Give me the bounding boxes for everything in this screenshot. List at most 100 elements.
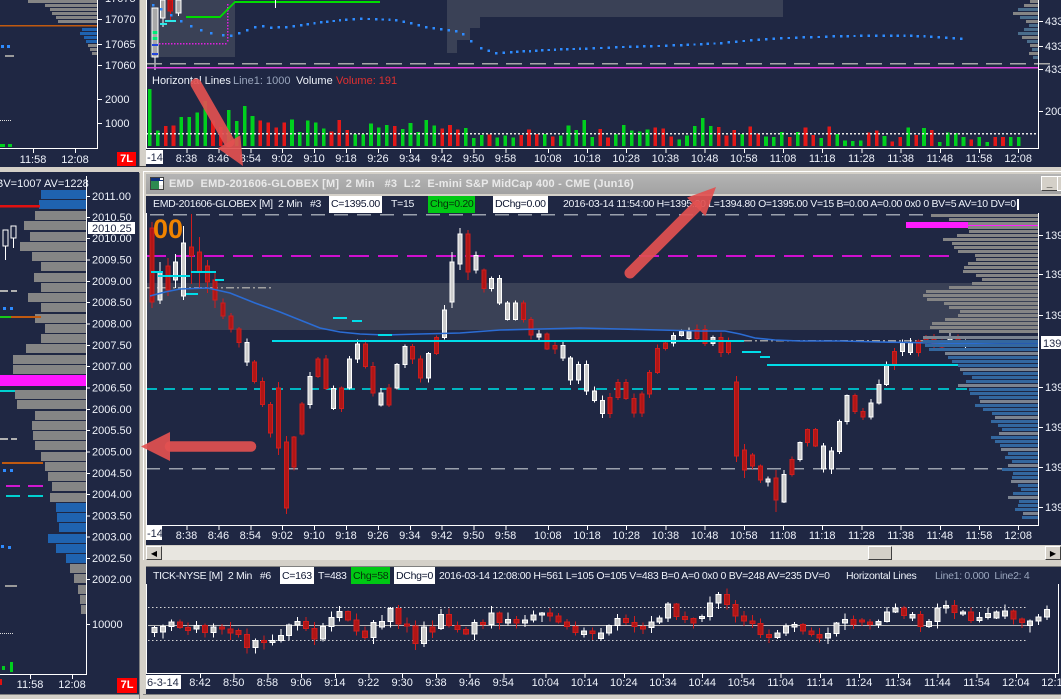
svg-text:2000: 2000 (1045, 106, 1061, 118)
svg-text:11:54: 11:54 (963, 677, 990, 689)
svg-text:9:34: 9:34 (399, 530, 420, 542)
svg-text:11:38: 11:38 (887, 153, 914, 165)
svg-text:12:08: 12:08 (61, 154, 89, 166)
svg-text:9:06: 9:06 (290, 677, 311, 689)
svg-text:11:48: 11:48 (926, 530, 953, 542)
svg-text:11:18: 11:18 (809, 530, 836, 542)
svg-text:1395.0: 1395.0 (1045, 310, 1061, 322)
svg-text:10:08: 10:08 (534, 153, 562, 165)
svg-text:11:58: 11:58 (17, 679, 44, 691)
svg-text:2006.00: 2006.00 (92, 404, 132, 416)
svg-text:9:46: 9:46 (459, 677, 480, 689)
svg-text:2007.00: 2007.00 (92, 361, 132, 373)
svg-text:8:46: 8:46 (208, 530, 229, 542)
svg-text:10:28: 10:28 (612, 530, 640, 542)
svg-text:9:34: 9:34 (399, 153, 420, 165)
svg-text:10:48: 10:48 (691, 153, 719, 165)
svg-text:2002.50: 2002.50 (92, 553, 132, 565)
svg-text:11:58: 11:58 (20, 154, 47, 166)
svg-text:17070: 17070 (105, 14, 136, 26)
svg-text:12:08: 12:08 (1004, 153, 1032, 165)
svg-text:8:58: 8:58 (257, 677, 278, 689)
svg-text:10:38: 10:38 (652, 530, 680, 542)
svg-text:11:24: 11:24 (846, 677, 873, 689)
svg-text:10:18: 10:18 (573, 530, 601, 542)
svg-text:2010.50: 2010.50 (92, 212, 132, 224)
svg-text:11:58: 11:58 (966, 153, 993, 165)
svg-text:1395.0: 1395.0 (1045, 422, 1061, 434)
svg-text:11:14: 11:14 (806, 677, 833, 689)
svg-text:9:02: 9:02 (271, 153, 292, 165)
svg-text:9:26: 9:26 (367, 153, 388, 165)
svg-text:2009.50: 2009.50 (92, 255, 132, 267)
svg-text:9:38: 9:38 (425, 677, 446, 689)
svg-text:10:38: 10:38 (652, 153, 680, 165)
svg-text:9:14: 9:14 (324, 677, 345, 689)
svg-text:10:44: 10:44 (688, 677, 716, 689)
svg-text:8:50: 8:50 (223, 677, 244, 689)
svg-text:12:14: 12:14 (1041, 677, 1061, 689)
svg-text:10:34: 10:34 (649, 677, 677, 689)
svg-text:2005.50: 2005.50 (92, 425, 132, 437)
svg-text:2003.00: 2003.00 (92, 532, 132, 544)
svg-text:9:58: 9:58 (495, 530, 516, 542)
svg-text:2008.50: 2008.50 (92, 297, 132, 309)
svg-text:9:10: 9:10 (303, 530, 324, 542)
svg-text:11:34: 11:34 (885, 677, 912, 689)
svg-text:2000: 2000 (105, 94, 129, 106)
svg-text:2004.50: 2004.50 (92, 468, 132, 480)
svg-text:2002.00: 2002.00 (92, 574, 132, 586)
svg-text:1395.0: 1395.0 (1045, 230, 1061, 242)
svg-text:8:42: 8:42 (189, 677, 210, 689)
svg-text:9:58: 9:58 (495, 153, 516, 165)
svg-text:10000: 10000 (92, 619, 123, 631)
svg-text:Volume: 191: Volume: 191 (336, 75, 397, 87)
svg-text:9:10: 9:10 (303, 153, 324, 165)
svg-text:10:04: 10:04 (532, 677, 560, 689)
svg-text:17075: 17075 (105, 0, 136, 5)
svg-text:10:14: 10:14 (571, 677, 599, 689)
svg-text:1395.0: 1395.0 (1045, 269, 1061, 281)
svg-text:11:38: 11:38 (887, 530, 914, 542)
svg-text:9:26: 9:26 (367, 530, 388, 542)
svg-text:10:28: 10:28 (612, 153, 640, 165)
svg-text:Volume: Volume (296, 75, 333, 87)
svg-text:11:28: 11:28 (848, 153, 875, 165)
svg-text:2005.00: 2005.00 (92, 447, 132, 459)
svg-text:11:28: 11:28 (848, 530, 875, 542)
svg-text:12:08: 12:08 (1004, 530, 1032, 542)
svg-text:11:08: 11:08 (770, 530, 797, 542)
svg-text:10:18: 10:18 (573, 153, 601, 165)
svg-text:11:44: 11:44 (924, 677, 951, 689)
svg-text:10:58: 10:58 (730, 530, 758, 542)
svg-text:9:30: 9:30 (391, 677, 412, 689)
svg-text:2011.00: 2011.00 (92, 191, 131, 203)
svg-text:2004.00: 2004.00 (92, 489, 132, 501)
svg-text:1395.0: 1395.0 (1045, 382, 1061, 394)
svg-text:00: 00 (153, 214, 183, 244)
svg-text:4330: 4330 (1045, 41, 1061, 53)
svg-text:12:04: 12:04 (1002, 677, 1030, 689)
svg-text:1395.0: 1395.0 (1043, 338, 1061, 350)
svg-text:8:54: 8:54 (240, 530, 261, 542)
svg-text:2008.00: 2008.00 (92, 319, 132, 331)
svg-text:2007.50: 2007.50 (92, 340, 132, 352)
svg-text:-14: -14 (147, 152, 163, 164)
svg-text:11:58: 11:58 (966, 530, 993, 542)
svg-text:8:54: 8:54 (240, 153, 261, 165)
svg-text:8:38: 8:38 (176, 153, 197, 165)
svg-text:9:02: 9:02 (271, 530, 292, 542)
svg-text:2003.50: 2003.50 (92, 511, 132, 523)
svg-text:11:04: 11:04 (767, 677, 794, 689)
svg-text:6-3-14: 6-3-14 (147, 677, 179, 689)
svg-text:10:48: 10:48 (691, 530, 719, 542)
svg-text:9:50: 9:50 (463, 153, 484, 165)
svg-text:10:08: 10:08 (534, 530, 562, 542)
svg-text:12:08: 12:08 (58, 679, 86, 691)
svg-text:10:24: 10:24 (610, 677, 638, 689)
svg-text:Line1: 1000: Line1: 1000 (233, 75, 291, 87)
svg-text:BV=1007 AV=1228: BV=1007 AV=1228 (0, 178, 89, 190)
svg-text:11:18: 11:18 (809, 153, 836, 165)
svg-text:4335: 4335 (1045, 16, 1061, 28)
svg-text:9:22: 9:22 (358, 677, 379, 689)
